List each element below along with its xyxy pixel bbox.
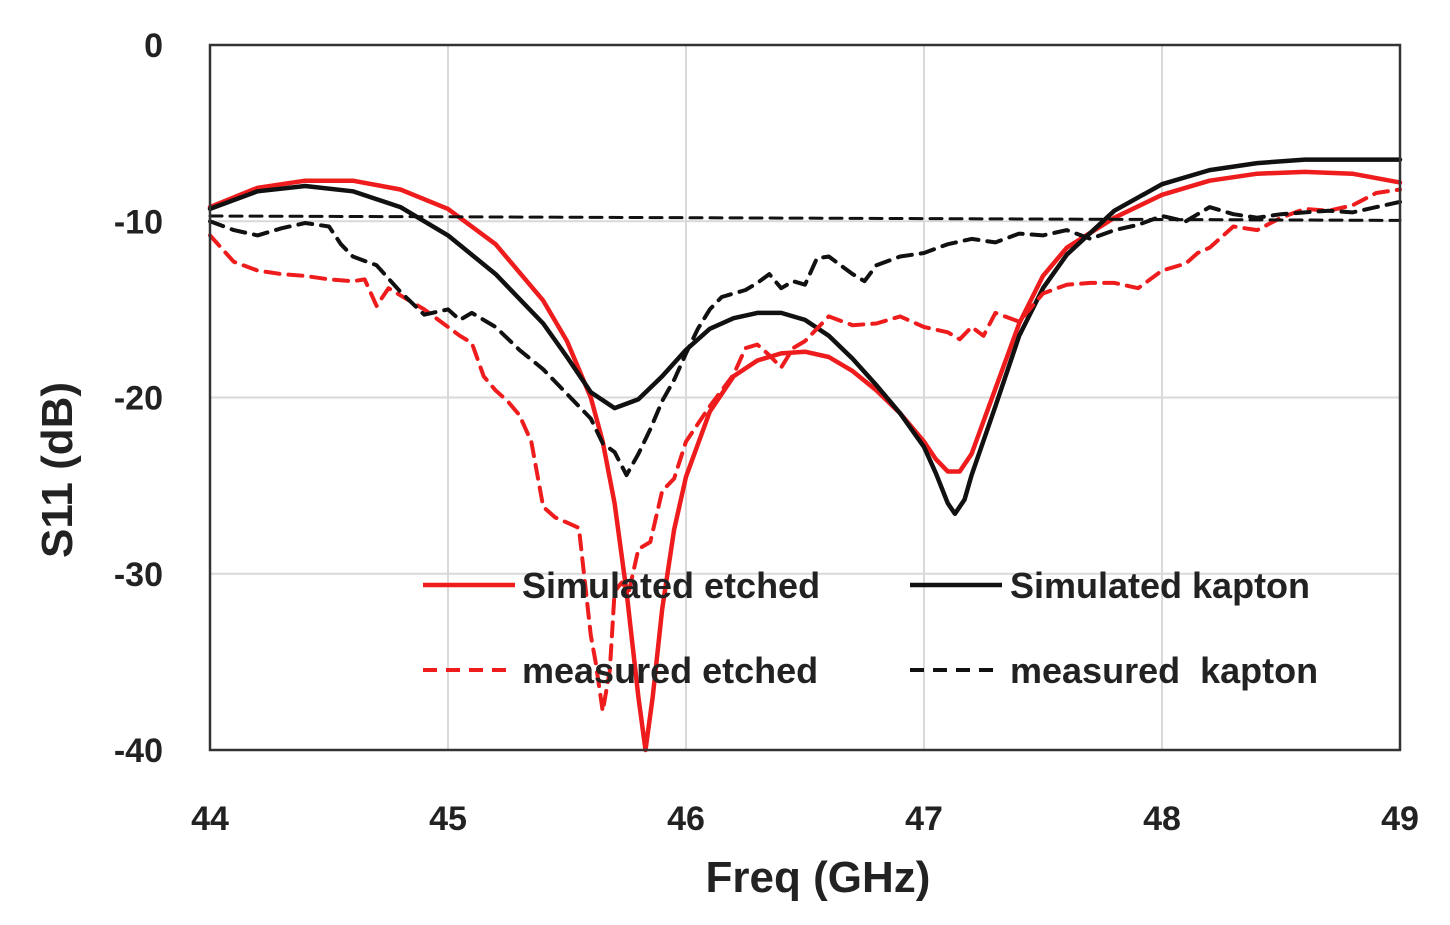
x-tick-label: 46	[667, 800, 705, 838]
y-tick-label: 0	[144, 27, 163, 65]
series-line--10-db-reference	[208, 214, 1402, 222]
series-lines	[207, 157, 1403, 753]
x-tick-label: 48	[1143, 800, 1181, 838]
plot-frame	[208, 43, 1402, 752]
x-tick-label: 44	[191, 800, 229, 838]
x-tick-label: 45	[429, 800, 467, 838]
legend-label-measured-kapton: measured kapton	[1010, 650, 1318, 691]
x-tick-label: 49	[1381, 800, 1419, 838]
x-tick-labels: 44 45 46 47 48 49	[191, 800, 1419, 838]
legend-label-simulated-kapton: Simulated kapton	[1010, 565, 1310, 606]
legend-label-simulated-etched: Simulated etched	[522, 565, 820, 606]
x-axis-title: Freq (GHz)	[706, 853, 931, 902]
y-tick-labels: 0 -10 -20 -30 -40	[114, 27, 163, 770]
y-tick-label: -20	[114, 380, 163, 418]
series-line-measured-etched	[208, 187, 1402, 714]
legend: Simulated etched Simulated kapton measur…	[423, 565, 1318, 691]
y-tick-label: -40	[114, 732, 163, 770]
x-tick-label: 47	[905, 800, 943, 838]
series-line-measured-kapton	[208, 199, 1402, 478]
y-tick-label: -30	[114, 556, 163, 594]
legend-label-measured-etched: measured etched	[522, 650, 818, 691]
series-line-simulated-kapton	[207, 157, 1403, 517]
grid	[209, 44, 1401, 751]
y-axis-title: S11 (dB)	[33, 382, 82, 558]
y-tick-label: -10	[114, 203, 163, 241]
